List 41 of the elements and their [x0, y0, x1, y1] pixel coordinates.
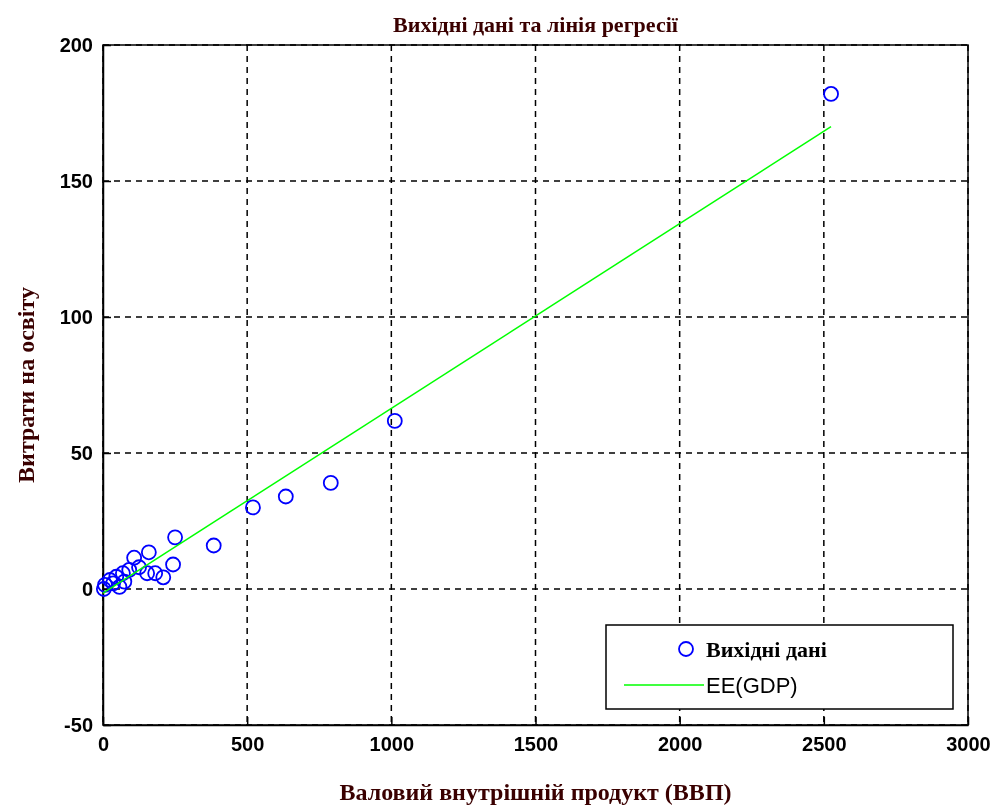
y-tick-label: -50 — [64, 713, 93, 736]
point — [386, 413, 403, 429]
point — [131, 559, 147, 576]
chart-title: Вихідні дані та лінія регресії — [393, 12, 679, 37]
point — [95, 581, 112, 597]
y-tick-label: 200 — [59, 33, 93, 56]
point — [140, 544, 157, 561]
y-tick-label: 150 — [59, 169, 93, 192]
point — [102, 572, 118, 588]
x-tick-label: 2500 — [802, 733, 847, 756]
y-tick-label: 50 — [70, 441, 93, 464]
point — [97, 577, 113, 593]
point — [245, 499, 261, 516]
point — [114, 565, 131, 582]
legend-label: Вихідні дані — [706, 637, 827, 662]
point — [277, 488, 294, 505]
point — [147, 565, 164, 582]
x-tick-label: 0 — [97, 733, 110, 756]
x-tick-label: 2000 — [657, 733, 703, 756]
y-axis-title: Витрати на освіту — [13, 287, 39, 483]
point — [121, 562, 138, 578]
point — [205, 537, 222, 554]
y-tick-label: 0 — [81, 577, 93, 600]
point — [167, 529, 183, 546]
point — [823, 86, 839, 102]
x-tick-label: 1000 — [369, 733, 415, 756]
y-tick-label: 100 — [59, 305, 93, 328]
x-tick-label: 3000 — [946, 733, 991, 756]
point — [139, 565, 156, 582]
point — [322, 475, 339, 491]
x-tick-label: 500 — [230, 733, 265, 756]
x-tick-label: 1500 — [513, 733, 559, 756]
point — [116, 573, 133, 590]
x-axis-title: Валовий внутрішній продукт (ВВП) — [339, 779, 732, 805]
legend-label: EE(GDP) — [706, 673, 798, 698]
point — [105, 575, 121, 592]
point — [165, 556, 181, 573]
point — [108, 568, 125, 585]
point — [126, 549, 143, 566]
point — [111, 578, 128, 595]
point — [155, 569, 172, 586]
